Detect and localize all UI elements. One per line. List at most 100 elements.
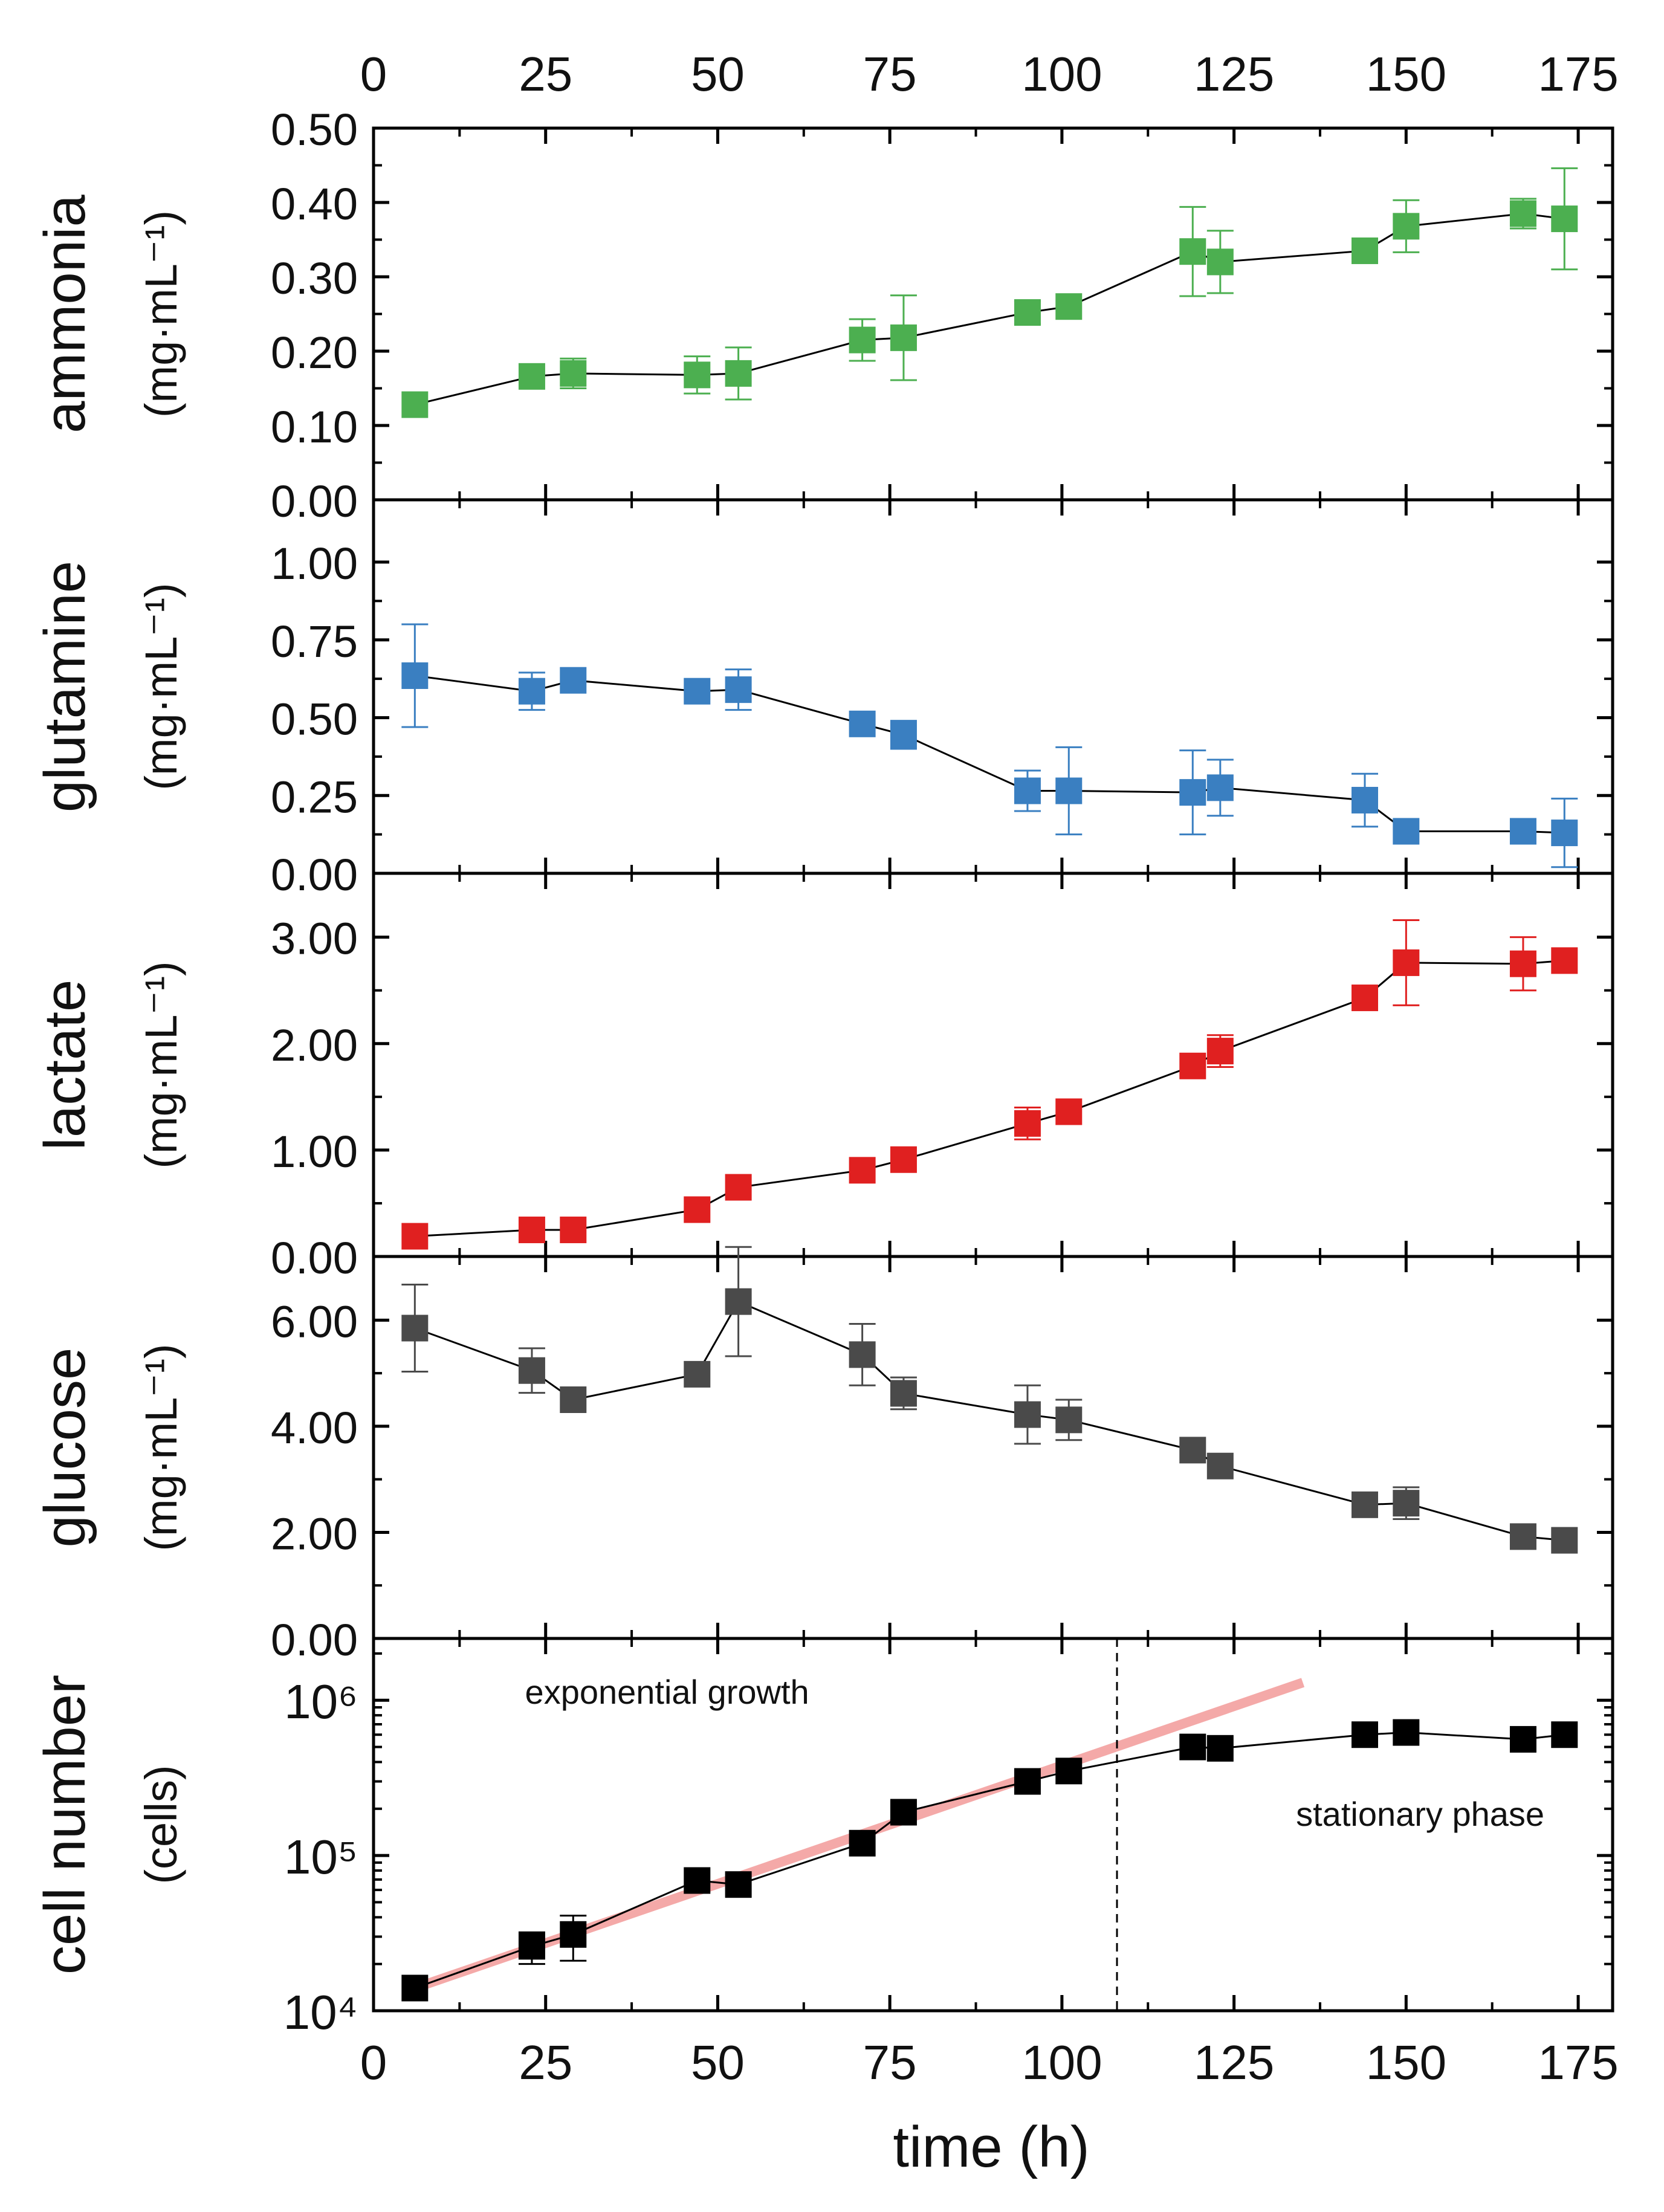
- data-point: [890, 1380, 917, 1407]
- data-point: [1014, 1768, 1041, 1795]
- data-point: [1206, 1452, 1234, 1480]
- y-axis-label: ammonia: [33, 194, 97, 433]
- data-point: [1055, 1098, 1083, 1125]
- data-point: [401, 662, 429, 689]
- bottom-x-tick-label: 175: [1538, 2036, 1618, 2089]
- data-point: [1179, 1437, 1206, 1464]
- data-point: [684, 1196, 711, 1223]
- data-point: [1055, 777, 1083, 804]
- data-point: [560, 1216, 587, 1243]
- data-point: [401, 1223, 429, 1250]
- y-tick-label: 4.00: [271, 1403, 358, 1453]
- data-point: [1206, 1038, 1234, 1065]
- y-axis-label: lactate: [33, 980, 97, 1151]
- data-point: [1014, 1110, 1041, 1137]
- data-point: [1206, 1735, 1234, 1762]
- panel-ammonia: 0.00 0.10 0.20 0.30 0.40 0.50 ammonia (mg·mL⁻¹): [33, 105, 1614, 526]
- y-axis-unit: (mg·mL⁻¹): [136, 1344, 186, 1551]
- data-point: [1352, 786, 1378, 813]
- data-point: [1055, 1758, 1083, 1785]
- data-point: [1352, 237, 1378, 264]
- y-tick-label: 10⁵: [284, 1830, 358, 1884]
- data-point: [560, 360, 587, 387]
- data-point: [1509, 1725, 1536, 1753]
- y-tick-label: 0.00: [271, 1233, 358, 1283]
- bottom-x-tick-label: 25: [519, 2036, 572, 2089]
- data-point: [401, 1974, 429, 2002]
- top-x-tick-label: 150: [1366, 47, 1446, 101]
- bottom-x-tick-label: 100: [1021, 2036, 1102, 2089]
- data-point: [849, 710, 876, 737]
- y-tick-label: 0.20: [271, 328, 358, 378]
- data-point: [518, 1216, 545, 1243]
- data-point: [684, 678, 711, 705]
- bottom-x-tick-label: 125: [1194, 2036, 1274, 2089]
- panels: 0.00 0.10 0.20 0.30 0.40 0.50 ammonia (mg·mL⁻¹)…: [33, 105, 1614, 2039]
- data-point: [849, 1829, 876, 1857]
- y-axis-unit: (mg·mL⁻¹): [136, 961, 186, 1168]
- y-tick-label: 2.00: [271, 1509, 358, 1559]
- bottom-x-tick-label: 0: [360, 2036, 387, 2089]
- y-tick-label: 0.00: [271, 1615, 358, 1665]
- bottom-x-axis: 0 25 50 75 100 125 150 175: [360, 2036, 1619, 2089]
- data-point: [1509, 950, 1536, 977]
- annotation-text: stationary phase: [1296, 1795, 1544, 1833]
- data-point: [1509, 818, 1536, 845]
- data-point: [725, 676, 752, 703]
- panel-frame: [372, 1637, 1614, 2013]
- data-point: [1014, 299, 1041, 326]
- data-point: [1551, 820, 1578, 847]
- data-point: [401, 1315, 429, 1342]
- data-point: [890, 1799, 917, 1826]
- y-tick-label: 3.00: [271, 914, 358, 964]
- data-point: [725, 360, 752, 387]
- data-point: [1014, 777, 1041, 804]
- data-point: [1551, 1721, 1578, 1748]
- data-point: [684, 1360, 711, 1388]
- panel-cell-number: 10⁴ 10⁵ 10⁶ cell number (cells) exponential g…: [33, 1637, 1614, 2039]
- y-tick-label: 0.00: [271, 476, 358, 526]
- data-point: [1393, 1490, 1420, 1517]
- data-point: [890, 721, 917, 748]
- data-point: [1393, 949, 1420, 976]
- panel-glutamine: 0.00 0.25 0.50 0.75 1.00 glutamine (mg·mL⁻¹): [33, 498, 1614, 900]
- data-point: [518, 678, 545, 705]
- top-x-tick-label: 75: [863, 47, 917, 101]
- data-point: [1509, 200, 1536, 227]
- data-point: [518, 1933, 545, 1960]
- data-point: [518, 1357, 545, 1384]
- data-point: [1551, 947, 1578, 974]
- y-axis-label: glucose: [33, 1348, 97, 1548]
- data-point: [1393, 818, 1420, 845]
- y-tick-label: 0.75: [271, 616, 358, 667]
- y-axis-unit: (mg·mL⁻¹): [136, 210, 186, 418]
- data-point: [1509, 1523, 1536, 1550]
- data-point: [1055, 293, 1083, 320]
- data-point: [684, 361, 711, 389]
- y-tick-label: 0.30: [271, 253, 358, 303]
- top-x-tick-label: 0: [360, 47, 387, 101]
- data-point: [1551, 1527, 1578, 1554]
- y-axis-label: cell number: [33, 1675, 97, 1974]
- top-x-tick-label: 175: [1538, 47, 1618, 101]
- data-point: [849, 326, 876, 354]
- y-tick-label: 0.40: [271, 179, 358, 229]
- data-point: [1206, 248, 1234, 276]
- data-point: [1179, 1052, 1206, 1079]
- panel-lactate: 0.00 1.00 2.00 3.00 lactate (mg·mL⁻¹): [33, 872, 1614, 1283]
- data-point: [1179, 1733, 1206, 1761]
- data-point: [1055, 1406, 1083, 1434]
- data-point: [725, 1288, 752, 1315]
- top-x-axis: 0 25 50 75 100 125 150 175: [360, 47, 1619, 101]
- y-tick-label: 2.00: [271, 1020, 358, 1070]
- y-tick-label: 10⁶: [284, 1675, 358, 1729]
- data-point: [890, 1146, 917, 1173]
- x-axis-label: time (h): [893, 2115, 1089, 2179]
- annotation-text: exponential growth: [525, 1673, 809, 1711]
- y-tick-label: 6.00: [271, 1296, 358, 1347]
- data-point: [849, 1157, 876, 1184]
- data-point: [518, 363, 545, 390]
- data-point: [1179, 238, 1206, 265]
